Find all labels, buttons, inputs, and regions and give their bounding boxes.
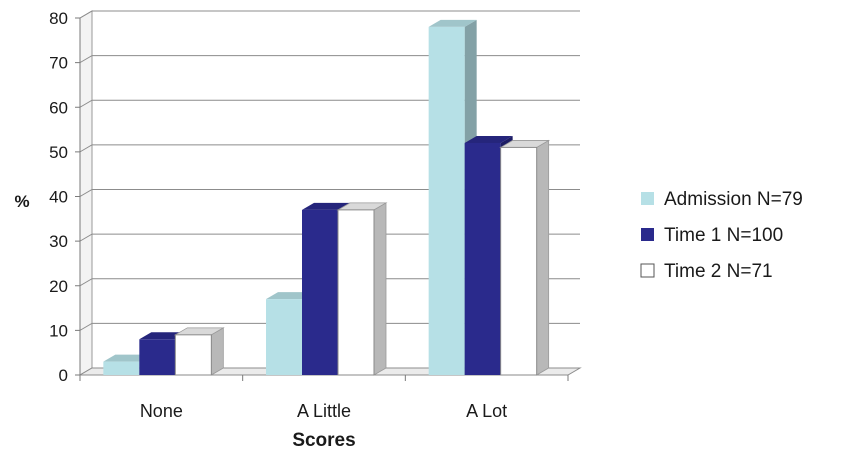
bar [302, 209, 338, 375]
legend-label: Admission N=79 [664, 189, 803, 210]
bar-top [428, 19, 477, 27]
bar-side [373, 202, 387, 376]
bar [266, 299, 302, 375]
bar [139, 339, 176, 375]
y-tick-label: 0 [59, 366, 68, 385]
x-tick-label: A Little [297, 401, 351, 421]
x-tick-label: None [140, 401, 183, 421]
gridline [79, 55, 580, 64]
y-tick-label: 70 [49, 54, 68, 73]
bar [464, 142, 501, 375]
y-tick-label: 30 [49, 232, 68, 251]
y-tick-label: 10 [49, 321, 68, 340]
bar [103, 361, 140, 375]
gridline [79, 144, 580, 153]
legend-label: Time 2 N=71 [664, 261, 773, 282]
gridline [79, 233, 580, 242]
bar-side [210, 327, 224, 376]
bar-top [464, 135, 513, 143]
y-tick-label: 40 [49, 188, 68, 207]
x-axis-title: Scores [292, 430, 355, 451]
bar [428, 26, 465, 376]
gridline [79, 10, 580, 19]
x-tick-label: A Lot [466, 401, 507, 421]
bar-side [536, 139, 550, 376]
y-tick-label: 80 [49, 9, 68, 28]
bar [174, 334, 212, 376]
legend-label: Time 1 N=100 [664, 225, 783, 246]
bar [500, 146, 538, 376]
y-tick-label: 50 [49, 143, 68, 162]
legend-swatch [640, 263, 655, 278]
legend-swatch [641, 228, 654, 241]
y-tick-label: 60 [49, 98, 68, 117]
legend-swatch [641, 192, 654, 205]
gridline [79, 189, 580, 197]
bar-top [302, 202, 350, 210]
y-axis-title: % [14, 192, 29, 211]
gridline [79, 99, 580, 108]
bar [337, 209, 375, 376]
gridline [79, 322, 580, 331]
gridline [79, 278, 580, 287]
y-tick-label: 20 [49, 277, 68, 296]
